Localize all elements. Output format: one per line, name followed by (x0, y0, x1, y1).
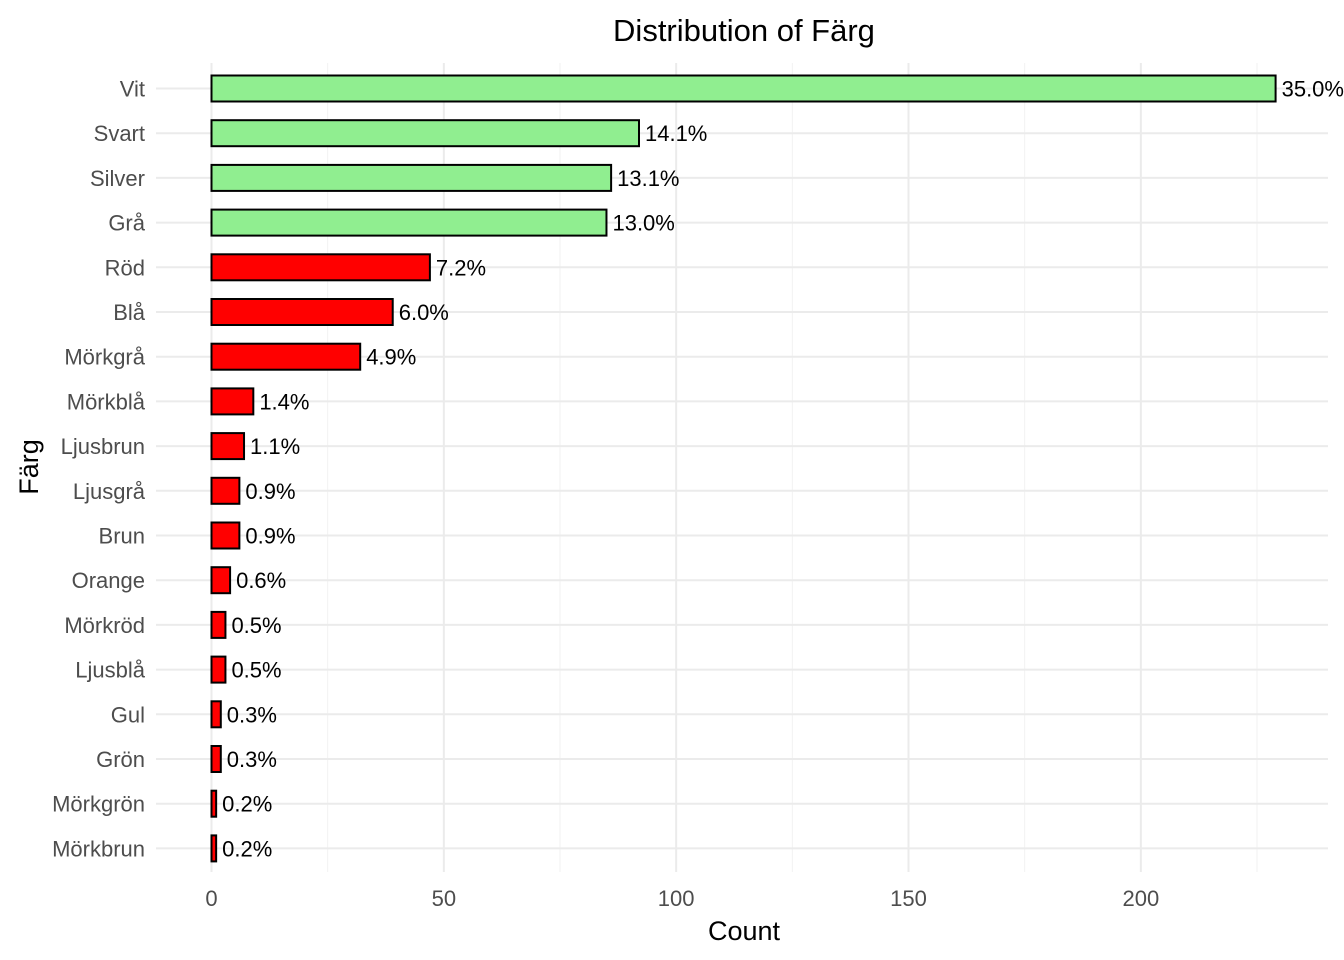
x-tick-label: 50 (432, 886, 456, 911)
y-tick-label: Silver (90, 166, 145, 191)
x-tick-label: 150 (890, 886, 927, 911)
bar (210, 119, 640, 148)
data-label: 0.9% (245, 479, 295, 504)
y-tick-label: Vit (120, 77, 145, 102)
y-tick-label: Röd (105, 255, 145, 280)
data-labels: 35.0% 14.1% 13.1% 13.0% 7.2% 6.0% 4.9% 1.4% 1.1%… (222, 77, 1344, 862)
y-tick-label: Mörkbrun (52, 836, 145, 861)
bar (210, 521, 241, 550)
data-label: 13.1% (617, 166, 679, 191)
data-label: 0.2% (222, 792, 272, 817)
y-tick-label: Blå (113, 300, 146, 325)
bar (210, 655, 227, 684)
x-tick-label: 0 (205, 886, 217, 911)
chart-title: Distribution of Färg (613, 13, 875, 48)
bar (210, 476, 241, 505)
y-tick-label: Grå (108, 211, 145, 236)
data-label: 0.3% (227, 747, 277, 772)
bar (210, 208, 608, 237)
bar (210, 432, 246, 461)
bar (210, 342, 362, 371)
y-tick-label: Ljusblå (75, 658, 145, 683)
y-axis-ticks: Vit Svart Silver Grå Röd Blå Mörkgrå Mörkblå Lju… (52, 77, 146, 862)
x-axis-ticks: 0 50 100 150 200 (205, 886, 1159, 911)
data-label: 4.9% (366, 345, 416, 370)
data-label: 0.6% (236, 568, 286, 593)
bar (210, 566, 232, 595)
y-tick-label: Ljusbrun (61, 434, 145, 459)
y-tick-label: Mörkgrön (52, 792, 145, 817)
data-label: 0.2% (222, 836, 272, 861)
data-label: 0.9% (245, 524, 295, 549)
bar (210, 163, 613, 192)
x-tick-label: 200 (1122, 886, 1159, 911)
bar (210, 74, 1277, 103)
bar (210, 834, 218, 863)
x-axis-title: Count (708, 916, 781, 946)
y-tick-label: Svart (94, 121, 145, 146)
y-tick-label: Mörkblå (67, 389, 146, 414)
data-label: 0.3% (227, 702, 277, 727)
y-tick-label: Mörkgrå (64, 345, 145, 370)
y-tick-label: Orange (72, 568, 145, 593)
y-tick-label: Mörkröd (64, 613, 145, 638)
x-tick-label: 100 (658, 886, 695, 911)
data-label: 0.5% (231, 658, 281, 683)
bars (210, 74, 1277, 863)
bar (210, 789, 218, 818)
bar (210, 253, 431, 282)
y-tick-label: Gul (111, 702, 145, 727)
bar (210, 700, 222, 729)
y-axis-title: Färg (14, 439, 44, 495)
bar (210, 610, 227, 639)
data-label: 1.1% (250, 434, 300, 459)
data-label: 1.4% (259, 389, 309, 414)
y-tick-label: Ljusgrå (73, 479, 146, 504)
bar (210, 745, 222, 773)
data-label: 7.2% (436, 255, 486, 280)
bar (210, 298, 394, 326)
bar (210, 387, 255, 416)
data-label: 13.0% (612, 211, 674, 236)
data-label: 6.0% (399, 300, 449, 325)
data-label: 35.0% (1282, 77, 1344, 102)
data-label: 0.5% (231, 613, 281, 638)
y-tick-label: Brun (99, 524, 145, 549)
y-tick-label: Grön (96, 747, 145, 772)
data-label: 14.1% (645, 121, 707, 146)
